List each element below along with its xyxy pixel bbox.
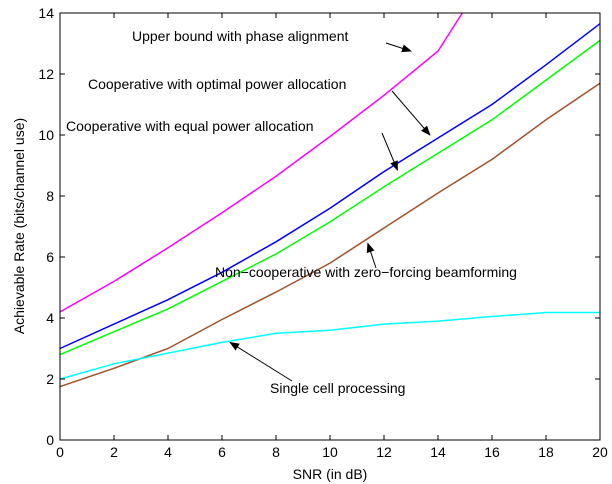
y-tick-label: 14 xyxy=(38,5,54,21)
y-tick-label: 6 xyxy=(46,249,54,265)
x-tick-label: 6 xyxy=(218,444,226,460)
y-tick-label: 0 xyxy=(46,432,54,448)
series-line-5 xyxy=(59,311,600,380)
x-tick-label: 10 xyxy=(322,444,338,460)
annotation-arrow-3 xyxy=(381,132,398,171)
annotation-label-4: Non−cooperative with zero−forcing beamfo… xyxy=(215,264,517,280)
x-tick-label: 20 xyxy=(592,444,608,460)
annotation-label-5: Single cell processing xyxy=(270,380,405,396)
x-axis-label: SNR (in dB) xyxy=(293,466,368,482)
series-layer xyxy=(59,12,601,388)
y-axis-label: Achievable Rate (bits/channel use) xyxy=(11,118,27,334)
y-tick-label: 12 xyxy=(38,66,54,82)
series-line-3 xyxy=(59,39,601,356)
series-line-2 xyxy=(59,23,601,350)
tick-layer: 0 2 4 6 8 10 12 14 16 18 20 0 2 4 6 8 10 12 14 xyxy=(38,5,608,460)
x-tick-label: 16 xyxy=(484,444,500,460)
annotation-arrow-2 xyxy=(391,90,431,136)
series-line-4 xyxy=(59,82,601,388)
annotation-label-2: Cooperative with optimal power allocatio… xyxy=(88,76,346,92)
annotation-layer: Upper bound with phase alignment Cooperat… xyxy=(66,28,517,396)
x-tick-label: 2 xyxy=(110,444,118,460)
series-line-1 xyxy=(59,12,463,313)
x-tick-label: 12 xyxy=(376,444,392,460)
annotation-arrow-1 xyxy=(385,42,412,53)
y-tick-label: 10 xyxy=(38,127,54,143)
y-tick-label: 2 xyxy=(46,371,54,387)
x-tick-label: 0 xyxy=(56,444,64,460)
x-tick-label: 14 xyxy=(430,444,446,460)
annotation-label-1: Upper bound with phase alignment xyxy=(132,28,348,44)
annotation-arrow-4 xyxy=(366,242,377,269)
x-tick-label: 8 xyxy=(272,444,280,460)
x-tick-label: 18 xyxy=(538,444,554,460)
y-tick-label: 8 xyxy=(46,188,54,204)
annotation-label-3: Cooperative with equal power allocation xyxy=(66,118,313,134)
x-tick-label: 4 xyxy=(164,444,172,460)
y-tick-label: 4 xyxy=(46,310,54,326)
annotation-arrow-5 xyxy=(229,341,293,382)
